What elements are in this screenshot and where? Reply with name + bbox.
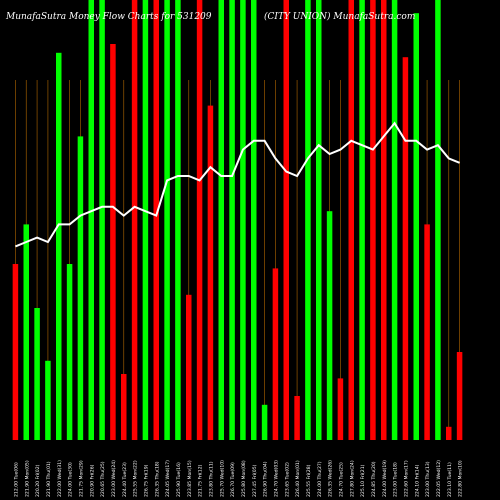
bar [240, 0, 246, 440]
bar [229, 0, 235, 440]
tick-label: 225.80 Mon(08) [241, 460, 247, 497]
tick-label: 225.55 Mon(22) [133, 460, 139, 497]
tick-label: 223.00 Tue(18) [393, 462, 399, 497]
bar [110, 44, 116, 440]
tick-label: 222.00 Wed(31) [57, 460, 63, 497]
tick-label: 220.65 Thu(25) [100, 461, 106, 497]
tick-label: 221.90 Mon(05) [24, 460, 30, 497]
bar [153, 0, 159, 440]
bar [251, 0, 257, 440]
bar [186, 294, 192, 440]
bar [456, 352, 463, 440]
tick-label: 222.05 Wed(12) [436, 460, 442, 497]
tick-label: 224.00 Thu(27) [317, 461, 323, 497]
bar [424, 224, 430, 440]
tick-label: 227.80 Mon(24) [349, 460, 355, 497]
chart-title: MunafaSutra Money Flow Charts for 531209 [6, 12, 212, 22]
tick-label: 223.00 Wed(24) [111, 460, 117, 497]
bar [391, 0, 398, 440]
bar [435, 0, 441, 440]
series-line [15, 121, 460, 248]
bar [294, 396, 300, 440]
bar [272, 268, 279, 440]
bar [88, 0, 94, 440]
tick-label: 224.70 Tue(25) [338, 462, 344, 497]
bar [56, 52, 62, 441]
bar [175, 0, 181, 440]
tick-label: 226.75 Fri(19) [143, 464, 149, 497]
bar [45, 360, 51, 440]
tick-label: 223.10 Tue(11) [447, 462, 453, 497]
bar [218, 0, 224, 440]
bar [12, 264, 19, 440]
bar [121, 374, 127, 440]
tick-label: 226.35 Thu(18) [154, 461, 160, 497]
tick-label: 220.20 Fri(02) [35, 464, 41, 497]
bar [131, 0, 138, 440]
bar [446, 426, 452, 440]
bar [164, 0, 170, 440]
bar [402, 57, 409, 440]
tick-label: 222.80 Mon(10) [458, 460, 464, 497]
tick-label: 225.55 Fri(28) [306, 464, 312, 497]
tick-label: 221.75 Mon(29) [78, 460, 84, 497]
tick-label: 224.70 Wed(03) [273, 460, 279, 497]
tick-label: 223.85 Mon(15) [187, 460, 193, 497]
bar [196, 0, 203, 440]
bar [142, 0, 149, 440]
bar [348, 0, 354, 440]
tick-label: 224.00 Tue(30) [68, 462, 74, 497]
tick-label: 212.00 Tue(06) [13, 462, 19, 497]
bar [261, 404, 268, 440]
bar [326, 211, 333, 440]
bar [359, 0, 365, 440]
bar [283, 0, 289, 440]
tick-label: 222.60 Mon(17) [403, 460, 409, 497]
tick-label: 225.70 Wed(10) [219, 460, 225, 497]
tick-label: 224.10 Fri(14) [414, 464, 420, 497]
tick-label: 226.70 Tue(09) [230, 462, 236, 497]
tick-label: 224.05 Wed(17) [165, 460, 171, 497]
tick-label: 223.80 Thu(11) [208, 461, 214, 497]
tick-label: 225.90 Tue(16) [176, 462, 182, 497]
bar [66, 264, 73, 440]
tick-label: 223.65 Tue(02) [284, 462, 290, 497]
bar [337, 378, 344, 440]
tick-label: 224.85 Thu(20) [371, 461, 377, 497]
tick-label: 223.00 Thu(13) [425, 461, 431, 497]
chart-subtitle: (CITY UNION) MunafaSutra.com [264, 12, 416, 22]
bar [207, 105, 214, 440]
bar [370, 0, 376, 440]
tick-label: 221.75 Fri(12) [198, 464, 204, 497]
tick-label: 226.90 Thu(04) [263, 461, 269, 497]
tick-label: 225.10 Fri(21) [360, 464, 366, 497]
tick-label: 224.40 Tue(23) [122, 462, 128, 497]
bar [316, 0, 322, 440]
bar [381, 0, 387, 440]
tick-label: 221.90 Thu(01) [46, 461, 52, 497]
tick-label: 220.90 Fri(26) [89, 464, 95, 497]
tick-label: 224.00 Wed(19) [382, 460, 388, 497]
bar [413, 13, 419, 440]
tick-label: 226.35 Wed(26) [328, 460, 334, 497]
bar [305, 0, 311, 440]
bar [34, 308, 40, 440]
bar [23, 224, 29, 440]
tick-label: 226.40 Mon(01) [295, 460, 301, 497]
bar [77, 136, 84, 440]
tick-label: 227.45 Fri(05) [252, 464, 258, 497]
bar [99, 0, 105, 440]
